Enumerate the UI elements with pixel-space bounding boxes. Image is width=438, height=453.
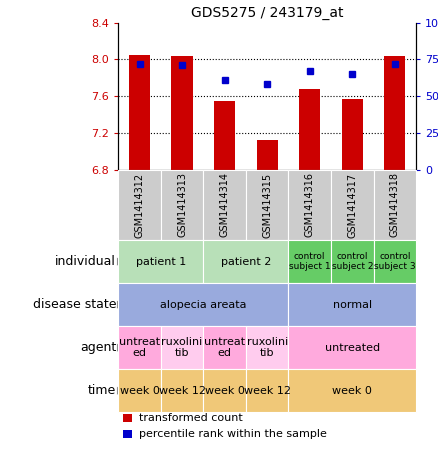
Bar (257, 140, 278, 170)
Text: patient 2: patient 2 (221, 256, 271, 267)
Title: GDS5275 / 243179_at: GDS5275 / 243179_at (191, 6, 343, 20)
Text: individual: individual (55, 255, 116, 268)
Text: untreated: untreated (325, 342, 380, 353)
Text: transformed count: transformed count (139, 413, 243, 423)
Text: ruxolini
tib: ruxolini tib (162, 337, 203, 358)
Text: control
subject 1: control subject 1 (289, 252, 331, 271)
Text: control
subject 2: control subject 2 (332, 252, 373, 271)
Text: alopecia areata: alopecia areata (160, 299, 247, 310)
Text: GSM1414318: GSM1414318 (390, 173, 400, 237)
Text: control
subject 3: control subject 3 (374, 252, 416, 271)
Text: ruxolini
tib: ruxolini tib (247, 337, 288, 358)
Bar (171, 56, 193, 170)
Text: GSM1414316: GSM1414316 (305, 173, 315, 237)
Text: week 0: week 0 (205, 386, 244, 396)
Text: week 12: week 12 (159, 386, 205, 396)
Text: disease state: disease state (32, 298, 116, 311)
Text: agent: agent (80, 341, 116, 354)
Text: week 0: week 0 (332, 386, 372, 396)
Text: GSM1414314: GSM1414314 (219, 173, 230, 237)
Text: week 12: week 12 (244, 386, 291, 396)
Text: time: time (88, 384, 116, 397)
Text: percentile rank within the sample: percentile rank within the sample (139, 429, 327, 439)
Text: GSM1414315: GSM1414315 (262, 173, 272, 237)
Text: patient 1: patient 1 (136, 256, 186, 267)
Bar (342, 99, 363, 170)
Bar (214, 101, 235, 170)
Text: GSM1414313: GSM1414313 (177, 173, 187, 237)
Bar (384, 56, 406, 170)
Text: untreat
ed: untreat ed (119, 337, 160, 358)
Text: GSM1414312: GSM1414312 (134, 173, 145, 237)
Bar (299, 89, 320, 170)
Bar (129, 55, 150, 170)
Text: week 0: week 0 (120, 386, 159, 396)
Text: normal: normal (333, 299, 372, 310)
Text: untreat
ed: untreat ed (204, 337, 245, 358)
Text: GSM1414317: GSM1414317 (347, 173, 357, 237)
